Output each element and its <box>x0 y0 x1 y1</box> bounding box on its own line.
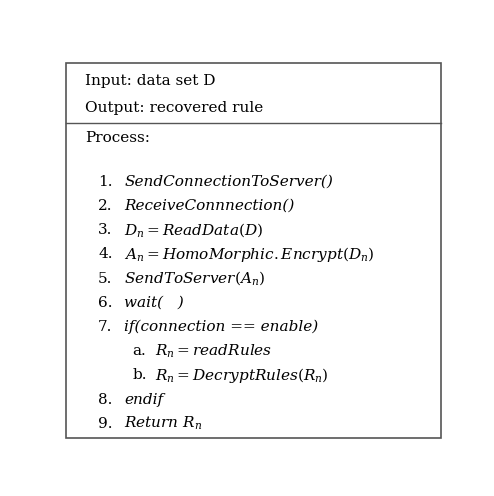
Text: $R_n = DecryptRules(R_n)$: $R_n = DecryptRules(R_n)$ <box>155 366 329 385</box>
Text: endif: endif <box>124 392 164 407</box>
Text: 7.: 7. <box>98 320 113 334</box>
Text: Input: data set D: Input: data set D <box>85 73 215 87</box>
Text: 9.: 9. <box>98 417 113 431</box>
Text: $SendToServer(A_n)$: $SendToServer(A_n)$ <box>124 270 265 287</box>
Text: if(connection == enable): if(connection == enable) <box>124 320 319 334</box>
Text: $R_n = readRules$: $R_n = readRules$ <box>155 342 272 360</box>
Text: $A_n = HomoMorphic.Encrypt(D_n)$: $A_n = HomoMorphic.Encrypt(D_n)$ <box>124 245 374 264</box>
FancyBboxPatch shape <box>66 63 441 437</box>
Text: wait(   ): wait( ) <box>124 296 184 310</box>
Text: SendConnectionToServer(): SendConnectionToServer() <box>124 175 333 188</box>
Text: b.: b. <box>132 369 147 382</box>
Text: 5.: 5. <box>98 271 113 286</box>
Text: $D_n = ReadData(D)$: $D_n = ReadData(D)$ <box>124 221 263 239</box>
Text: $Return\ R_n$: $Return\ R_n$ <box>124 415 203 433</box>
Text: 1.: 1. <box>98 175 113 188</box>
Text: 2.: 2. <box>98 199 113 213</box>
Text: 6.: 6. <box>98 296 113 310</box>
Text: ReceiveConnnection(): ReceiveConnnection() <box>124 199 294 213</box>
Text: 8.: 8. <box>98 392 113 407</box>
Text: 4.: 4. <box>98 248 113 261</box>
Text: a.: a. <box>132 344 146 358</box>
Text: Process:: Process: <box>85 131 150 145</box>
Text: 3.: 3. <box>98 223 113 237</box>
Text: Output: recovered rule: Output: recovered rule <box>85 101 263 115</box>
